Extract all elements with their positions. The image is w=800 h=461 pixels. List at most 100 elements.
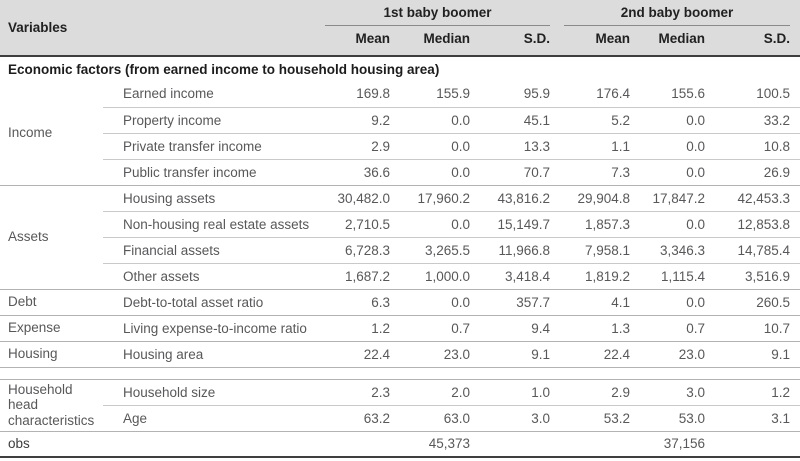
obs-value-cell: 37,156 <box>630 430 706 458</box>
group-header-2nd-baby-boomer: 2nd baby boomer <box>550 0 800 26</box>
value-cell: 0.0 <box>390 106 471 133</box>
column-header-median: Median <box>390 26 471 57</box>
value-cell: 9.2 <box>325 106 391 133</box>
variable-label-cell: Housing area <box>103 340 326 367</box>
column-header-mean: Mean <box>325 26 391 57</box>
variable-label-cell: Other assets <box>103 262 326 289</box>
variable-label-cell: Public transfer income <box>103 158 326 185</box>
value-cell: 1.1 <box>550 132 631 159</box>
value-cell: 3.0 <box>630 378 706 405</box>
value-cell: 1,687.2 <box>325 262 391 289</box>
spacer-row <box>0 366 800 379</box>
column-header-sd: S.D. <box>705 26 800 57</box>
value-cell: 7,958.1 <box>550 236 631 263</box>
value-cell: 3,346.3 <box>630 236 706 263</box>
value-cell: 63.0 <box>390 404 471 431</box>
value-cell: 169.8 <box>356 86 391 102</box>
value-cell: 63.2 <box>325 404 391 431</box>
table-row: Property income 9.2 0.0 45.1 5.2 0.0 33.2 <box>0 106 800 133</box>
table-row: Other assets 1,687.2 1,000.0 3,418.4 1,819.2… <box>0 262 800 289</box>
column-header-mean: Mean <box>550 26 631 57</box>
value-cell: 0.0 <box>630 210 706 237</box>
value-cell: 2.9 <box>325 132 391 159</box>
variable-label-cell: Debt-to-total asset ratio <box>103 288 326 315</box>
group-label-cell: Expense <box>0 314 103 341</box>
group-header-label: 1st baby boomer <box>325 1 551 26</box>
value-cell: 42,453.3 <box>705 184 800 211</box>
table-row: Household head characteristics Household … <box>0 378 800 431</box>
value-cell: 26.9 <box>705 158 800 185</box>
value-cell: 1,819.2 <box>550 262 631 289</box>
value-cell: 22.4 <box>325 340 391 367</box>
table-row: Income Earned income 169.8 155.9 95.9 176.4 15… <box>0 81 800 140</box>
value-cell: 12,853.8 <box>705 210 800 237</box>
table-row: Housing Housing area 22.4 23.0 9.1 22.4 23.0 9.… <box>0 340 800 367</box>
value-cell: 30,482.0 <box>325 184 391 211</box>
value-cell: 10.8 <box>705 132 800 159</box>
value-cell: 9.4 <box>470 314 551 341</box>
section-header-row: Economic factors (from earned income to … <box>0 56 800 81</box>
value-cell: 0.0 <box>630 132 706 159</box>
value-cell: 43,816.2 <box>470 184 551 211</box>
group-label-cell: Debt <box>0 288 103 315</box>
value-cell: 1.3 <box>550 314 631 341</box>
value-cell: 23.0 <box>630 340 706 367</box>
value-cell: 260.5 <box>705 288 800 315</box>
spacer-cell <box>470 430 631 458</box>
spacer-cell <box>0 366 800 379</box>
value-cell: 22.4 <box>550 340 631 367</box>
variable-label-cell: Living expense-to-income ratio <box>103 314 326 341</box>
variable-label-cell: Financial assets <box>103 236 326 263</box>
value-cell: 14,785.4 <box>705 236 800 263</box>
value-cell: 0.7 <box>390 314 471 341</box>
value-cell: 53.0 <box>630 404 706 431</box>
table-row: Expense Living expense-to-income ratio 1.2… <box>0 314 800 341</box>
value-cell: 1.2 <box>705 378 800 405</box>
value-cell: 3,516.9 <box>705 262 800 289</box>
value-cell: 0.7 <box>630 314 706 341</box>
variables-column-header: Variables <box>0 0 326 57</box>
value-cell: 2.0 <box>390 378 471 405</box>
column-header-median: Median <box>630 26 706 57</box>
spacer-cell <box>705 430 800 458</box>
value-cell: 155.9 <box>436 86 471 102</box>
value-cell: 2,710.5 <box>325 210 391 237</box>
variable-label-cell: Housing assets <box>103 184 326 211</box>
value-cell: 11,966.8 <box>470 236 551 263</box>
table-header: Variables 1st baby boomer 2nd baby boome… <box>0 0 800 57</box>
variable-label-cell: Household size <box>103 378 326 405</box>
value-cell: 100.5 <box>756 86 791 102</box>
value-cell: 9.1 <box>470 340 551 367</box>
table-row: Assets Housing assets 30,482.0 17,960.2 43,8… <box>0 184 800 289</box>
value-cell: 3.0 <box>470 404 551 431</box>
group-label-cell: Household head characteristics <box>0 378 103 431</box>
table-row: Age 63.2 63.0 3.0 53.2 53.0 3.1 <box>0 404 800 431</box>
value-cell: 6,728.3 <box>325 236 391 263</box>
value-cell: 13.3 <box>470 132 551 159</box>
table-row: Non-housing real estate assets 2,710.5 0.0… <box>0 210 800 237</box>
value-cell: 1,000.0 <box>390 262 471 289</box>
table-row: Private transfer income 2.9 0.0 13.3 1.1 0.0 1… <box>0 132 800 159</box>
value-cell: 5.2 <box>550 106 631 133</box>
value-cell: 17,847.2 <box>630 184 706 211</box>
value-cell: 33.2 <box>705 106 800 133</box>
value-cell: 1,857.3 <box>550 210 631 237</box>
variable-label-cell: Earned income <box>123 86 214 102</box>
value-cell: 0.0 <box>630 158 706 185</box>
value-cell: 10.7 <box>705 314 800 341</box>
value-cell: 1.0 <box>470 378 551 405</box>
value-cell: 0.0 <box>630 106 706 133</box>
value-cell: 3,418.4 <box>470 262 551 289</box>
value-cell: 0.0 <box>630 288 706 315</box>
group-label-cell: Income <box>8 124 53 140</box>
value-cell: 53.2 <box>550 404 631 431</box>
value-cell: 176.4 <box>596 86 631 102</box>
group-label-cell: Assets <box>0 184 103 289</box>
value-cell: 45.1 <box>470 106 551 133</box>
section-header-label: Economic factors (from earned income to … <box>8 61 440 77</box>
obs-value-cell: 45,373 <box>390 430 471 458</box>
value-cell: 95.9 <box>523 86 551 102</box>
table-row: Public transfer income 36.6 0.0 70.7 7.3 0.0 2… <box>0 158 800 185</box>
value-cell: 23.0 <box>390 340 471 367</box>
